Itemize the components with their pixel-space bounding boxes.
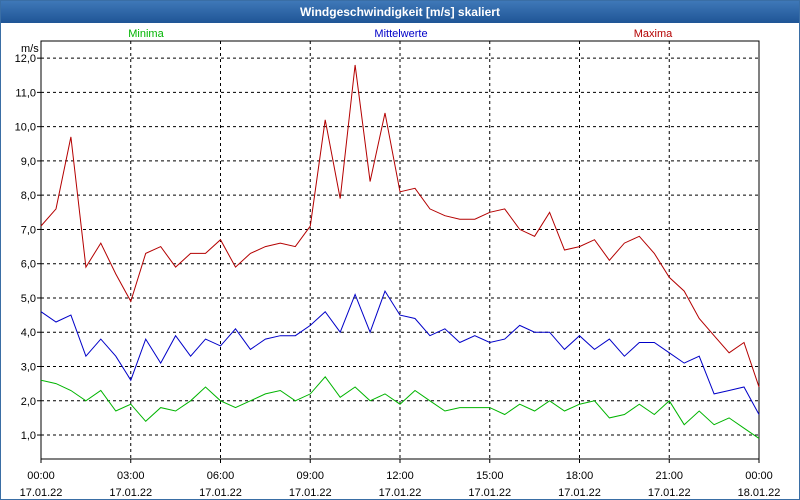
x-tick-time: 09:00 bbox=[296, 470, 324, 482]
x-tick-date: 17.01.22 bbox=[379, 487, 422, 499]
y-tick-label: 1,0 bbox=[21, 430, 36, 442]
x-tick-time: 18:00 bbox=[566, 470, 594, 482]
x-tick-time: 00:00 bbox=[27, 470, 55, 482]
y-tick-label: 11,0 bbox=[15, 87, 36, 99]
y-tick-label: 2,0 bbox=[21, 396, 36, 408]
y-tick-label: 4,0 bbox=[21, 327, 36, 339]
x-tick-date: 17.01.22 bbox=[289, 487, 332, 499]
x-tick-time: 15:00 bbox=[476, 470, 504, 482]
chart-title: Windgeschwindigkeit [m/s] skaliert bbox=[1, 1, 799, 23]
y-tick-label: 5,0 bbox=[21, 293, 36, 305]
x-tick-time: 12:00 bbox=[386, 470, 414, 482]
legend-minima: Minima bbox=[128, 28, 164, 40]
x-tick-date: 17.01.22 bbox=[468, 487, 511, 499]
y-tick-label: 8,0 bbox=[21, 190, 36, 202]
y-tick-label: 9,0 bbox=[21, 156, 36, 168]
x-tick-date: 17.01.22 bbox=[199, 487, 242, 499]
y-tick-label: 6,0 bbox=[21, 259, 36, 271]
x-tick-time: 00:00 bbox=[745, 470, 773, 482]
x-tick-date: 17.01.22 bbox=[109, 487, 152, 499]
series-line-maxima bbox=[40, 64, 760, 388]
series-line-mittelwerte bbox=[40, 289, 760, 415]
y-tick-label: 7,0 bbox=[21, 224, 36, 236]
x-tick-date: 17.01.22 bbox=[648, 487, 691, 499]
series-line-minima bbox=[40, 375, 760, 439]
x-tick-date: 17.01.22 bbox=[558, 487, 601, 499]
x-tick-date: 18.01.22 bbox=[738, 487, 781, 499]
x-tick-time: 21:00 bbox=[655, 470, 683, 482]
y-tick-label: 12,0 bbox=[15, 53, 36, 65]
x-tick-time: 03:00 bbox=[117, 470, 145, 482]
legend-maxima: Maxima bbox=[634, 28, 673, 40]
y-tick-label: 3,0 bbox=[21, 361, 36, 373]
y-axis-label: m/s bbox=[21, 43, 39, 55]
y-tick-label: 10,0 bbox=[15, 122, 36, 134]
x-tick-date: 17.01.22 bbox=[20, 487, 63, 499]
legend-mittelwerte: Mittelwerte bbox=[374, 28, 427, 40]
x-tick-time: 06:00 bbox=[207, 470, 235, 482]
